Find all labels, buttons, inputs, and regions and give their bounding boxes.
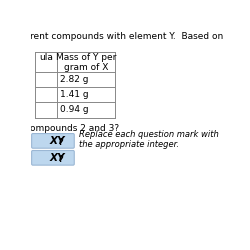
Text: 2.82 g: 2.82 g (60, 75, 88, 84)
Text: 0.94 g: 0.94 g (60, 106, 88, 114)
Text: Replace each question mark with
the appropriate integer.: Replace each question mark with the appr… (79, 130, 219, 149)
FancyBboxPatch shape (32, 134, 74, 148)
Text: rent compounds with element Y.  Based on the inf: rent compounds with element Y. Based on … (30, 32, 250, 40)
Text: ula: ula (39, 53, 53, 62)
Text: Mass of Y per
gram of X: Mass of Y per gram of X (56, 53, 116, 72)
Text: XY: XY (50, 136, 65, 146)
Text: ?: ? (58, 138, 63, 147)
Text: ?: ? (58, 155, 63, 164)
FancyBboxPatch shape (32, 150, 74, 165)
Text: ompounds 2 and 3?: ompounds 2 and 3? (30, 124, 119, 133)
Text: 1.41 g: 1.41 g (60, 90, 88, 99)
Text: XY: XY (50, 153, 65, 163)
